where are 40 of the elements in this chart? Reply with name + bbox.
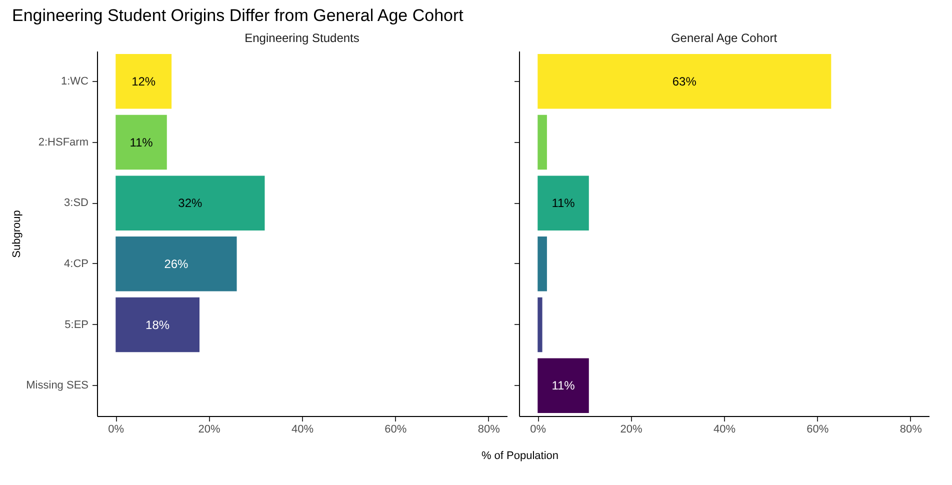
- bar: [116, 236, 237, 292]
- bar: [538, 297, 542, 352]
- bar: [538, 236, 547, 292]
- x-tick-label: 80%: [478, 424, 500, 436]
- y-axis-title: Subgroup: [11, 210, 24, 258]
- bar: [538, 176, 589, 230]
- x-axis-title: % of Population: [480, 450, 560, 462]
- data-label: 32%: [178, 196, 203, 210]
- y-tick-label: 5:EP: [64, 318, 88, 331]
- y-tick-label: 1:WC: [61, 75, 89, 88]
- data-label: 11%: [552, 196, 576, 210]
- x-tick-label: 20%: [620, 424, 643, 436]
- chart-title: Engineering Student Origins Differ from General Age Cohort: [11, 5, 464, 27]
- x-tick-label: 40%: [291, 424, 314, 436]
- chart-subtitle: Engineering Students: [244, 31, 360, 45]
- bar: [538, 114, 547, 170]
- data-label: 12%: [132, 74, 156, 88]
- data-label: 18%: [146, 318, 170, 332]
- data-label: 63%: [672, 74, 697, 88]
- y-tick-label: 2:HSFarm: [38, 136, 88, 148]
- x-tick-label: 0%: [108, 424, 124, 436]
- y-tick-label: 3:SD: [64, 197, 89, 210]
- data-label: 11%: [130, 135, 154, 150]
- x-tick-label: 20%: [198, 424, 221, 436]
- y-tick-label: Missing SES: [26, 380, 88, 392]
- x-tick-label: 60%: [384, 424, 407, 436]
- bar: [116, 297, 200, 352]
- bar: [116, 176, 265, 230]
- x-tick-label: 40%: [713, 424, 736, 436]
- x-tick-label: 0%: [530, 424, 546, 436]
- bar: [116, 54, 172, 109]
- bar: [538, 358, 589, 413]
- chart-subtitle: General Age Cohort: [670, 31, 778, 45]
- bar: [538, 54, 832, 109]
- y-tick-label: 4:CP: [64, 258, 88, 270]
- bar: [116, 114, 167, 170]
- data-label: 26%: [164, 256, 189, 271]
- x-tick-label: 60%: [806, 424, 829, 436]
- data-label: 11%: [552, 378, 576, 393]
- x-tick-label: 80%: [900, 424, 922, 436]
